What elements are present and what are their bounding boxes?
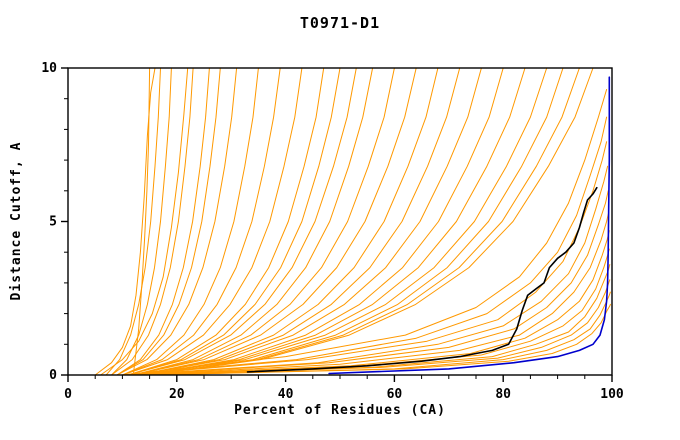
orange-model-22-line <box>149 67 564 376</box>
orange-model-31-line <box>132 211 610 376</box>
orange-model-30-line <box>132 190 609 376</box>
orange-model-09-line <box>121 67 303 376</box>
orange-model-06-line <box>116 67 238 376</box>
x-axis-label: Percent of Residues (CA) <box>234 403 446 418</box>
x-tick-label: 100 <box>600 387 624 402</box>
x-tick-label: 60 <box>387 387 403 402</box>
orange-model-13-line <box>132 67 374 376</box>
orange-model-24-line <box>149 67 594 376</box>
orange-model-16-line <box>138 67 439 376</box>
orange-model-11-line <box>127 67 341 376</box>
orange-model-17-line <box>138 67 461 376</box>
orange-model-07-line <box>121 67 259 376</box>
y-tick-label: 5 <box>49 215 57 230</box>
orange-model-32-line <box>138 230 610 376</box>
y-axis-label: Distance Cutoff, A <box>9 142 24 301</box>
highlighted-model-blue-line <box>328 76 611 375</box>
y-tick-label: 10 <box>41 61 57 76</box>
x-tick-label: 40 <box>278 387 294 402</box>
orange-model-18-line <box>138 67 482 376</box>
orange-model-12-line <box>127 67 357 376</box>
orange-model-10-line <box>127 67 325 376</box>
orange-model-25-line <box>132 67 151 376</box>
x-tick-label: 0 <box>64 387 72 402</box>
orange-model-01-line <box>105 67 161 376</box>
orange-model-37-line <box>149 303 611 376</box>
x-tick-label: 80 <box>495 387 511 402</box>
orange-model-04-line <box>116 67 210 376</box>
orange-model-02-line <box>111 67 172 376</box>
orange-model-03-line <box>111 67 194 376</box>
orange-model-29-line <box>127 165 609 376</box>
orange-model-28-line <box>127 141 608 376</box>
orange-model-34-line <box>143 264 611 376</box>
orange-model-27-line <box>121 116 608 376</box>
orange-model-38-line <box>94 67 156 376</box>
y-tick-label: 0 <box>49 368 57 383</box>
orange-model-26-line <box>121 89 608 376</box>
chart-title: T0971-D1 <box>300 14 380 32</box>
highlighted-model-black-line <box>246 186 598 373</box>
plot-area: 0 20 40 60 80 100 0 5 10 <box>41 61 624 402</box>
orange-model-21-line <box>143 67 548 376</box>
orange-model-20-line <box>143 67 526 376</box>
x-tick-label: 20 <box>169 387 185 402</box>
orange-model-23-line <box>149 67 580 376</box>
orange-model-39-line <box>100 67 189 376</box>
orange-model-05-line <box>116 67 221 376</box>
orange-model-14-line <box>132 67 395 376</box>
orange-model-15-line <box>132 67 417 376</box>
orange-model-08-line <box>121 67 281 376</box>
orange-model-19-line <box>143 67 504 376</box>
plot-frame <box>67 67 613 376</box>
orange-model-36-line <box>149 291 611 376</box>
